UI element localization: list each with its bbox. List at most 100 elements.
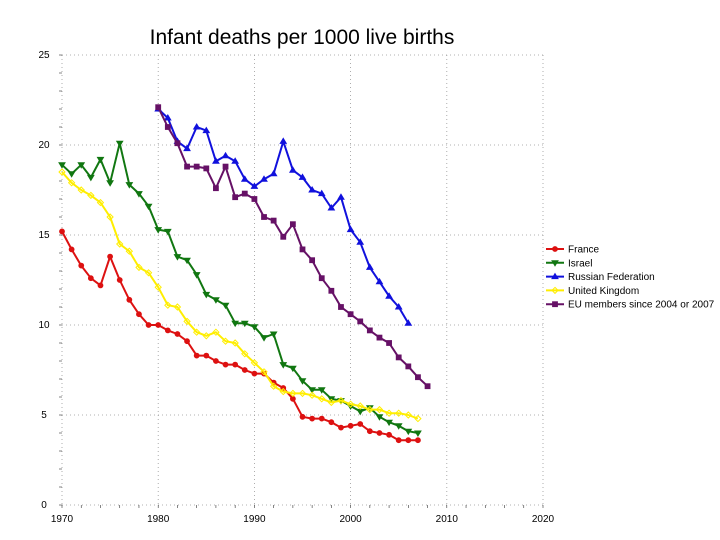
y-tick-label: 20 <box>38 140 50 151</box>
data-point <box>96 156 105 164</box>
legend-item: United Kingdom <box>546 286 639 297</box>
data-point <box>327 398 336 407</box>
data-point <box>116 277 123 283</box>
data-point <box>414 414 422 423</box>
x-tick-label: 2000 <box>339 514 362 525</box>
data-point <box>173 254 182 261</box>
data-point <box>174 140 181 147</box>
series-russian-federation <box>154 105 413 326</box>
data-point <box>288 365 297 373</box>
data-point <box>279 137 288 144</box>
data-point <box>308 391 316 399</box>
data-point <box>269 331 278 338</box>
data-point <box>212 328 220 336</box>
data-point <box>213 358 219 364</box>
y-tick-label: 15 <box>38 230 50 241</box>
data-point <box>318 275 325 282</box>
data-point <box>155 322 162 328</box>
data-point <box>115 140 124 148</box>
series-line <box>61 142 419 434</box>
y-tick-label: 25 <box>38 50 50 61</box>
series-france <box>59 228 421 444</box>
data-point <box>338 304 344 310</box>
data-point <box>251 196 258 202</box>
data-point <box>87 275 94 282</box>
data-point <box>289 221 296 228</box>
data-point <box>136 311 142 318</box>
data-point <box>163 228 172 236</box>
data-point <box>299 246 306 253</box>
data-point <box>385 419 393 427</box>
data-point <box>202 332 211 340</box>
data-point <box>240 175 249 182</box>
data-point <box>366 327 373 334</box>
data-point <box>202 126 211 134</box>
data-point <box>221 151 230 159</box>
data-point <box>250 182 259 189</box>
legend-item: Russian Federation <box>546 272 655 283</box>
data-point <box>386 340 392 346</box>
data-point <box>192 328 201 336</box>
data-point <box>241 350 249 358</box>
data-point <box>145 322 152 328</box>
legend-item: EU members since 2004 or 2007 <box>546 300 715 311</box>
data-point <box>357 421 364 427</box>
data-point <box>77 162 86 169</box>
data-point <box>308 387 317 394</box>
data-point <box>241 190 248 197</box>
data-point <box>260 335 268 342</box>
data-point <box>86 174 95 182</box>
data-point <box>221 302 230 310</box>
data-point <box>308 186 317 193</box>
data-point <box>203 352 210 359</box>
data-point <box>213 185 219 192</box>
data-point <box>328 419 335 426</box>
data-point <box>221 337 230 345</box>
data-point <box>241 367 248 373</box>
data-point <box>260 368 268 376</box>
data-point <box>279 387 287 396</box>
data-point <box>173 303 182 311</box>
data-point <box>424 383 431 390</box>
legend-swatch-marker <box>552 301 558 308</box>
data-point <box>356 238 365 245</box>
data-point <box>231 339 239 347</box>
data-point <box>144 269 153 277</box>
data-point <box>164 124 171 130</box>
data-point <box>395 354 402 361</box>
data-point <box>270 217 277 224</box>
data-point <box>346 400 355 408</box>
data-point <box>346 225 355 233</box>
chart-series-layer <box>58 104 431 444</box>
data-point <box>261 214 267 220</box>
data-point <box>126 296 133 303</box>
data-point <box>222 163 229 170</box>
data-point <box>394 409 403 417</box>
data-point <box>192 272 201 279</box>
data-point <box>250 359 259 367</box>
data-point <box>375 414 384 421</box>
data-point <box>375 277 384 285</box>
data-point <box>375 405 384 414</box>
data-point <box>106 213 114 221</box>
data-point <box>337 396 345 405</box>
data-point <box>184 163 190 170</box>
data-point <box>183 317 191 326</box>
data-point <box>144 203 153 211</box>
legend-swatch-marker <box>551 272 559 280</box>
data-point <box>250 324 259 331</box>
data-point <box>251 370 258 377</box>
data-point <box>59 228 65 235</box>
data-point <box>184 338 190 345</box>
data-point <box>385 409 393 417</box>
data-point <box>155 104 162 111</box>
data-point <box>58 168 66 176</box>
data-point <box>135 191 143 198</box>
data-point <box>77 186 85 194</box>
data-point <box>96 198 105 207</box>
data-point <box>125 247 134 255</box>
data-point <box>87 191 95 200</box>
data-point <box>125 182 134 189</box>
data-point <box>386 431 392 438</box>
